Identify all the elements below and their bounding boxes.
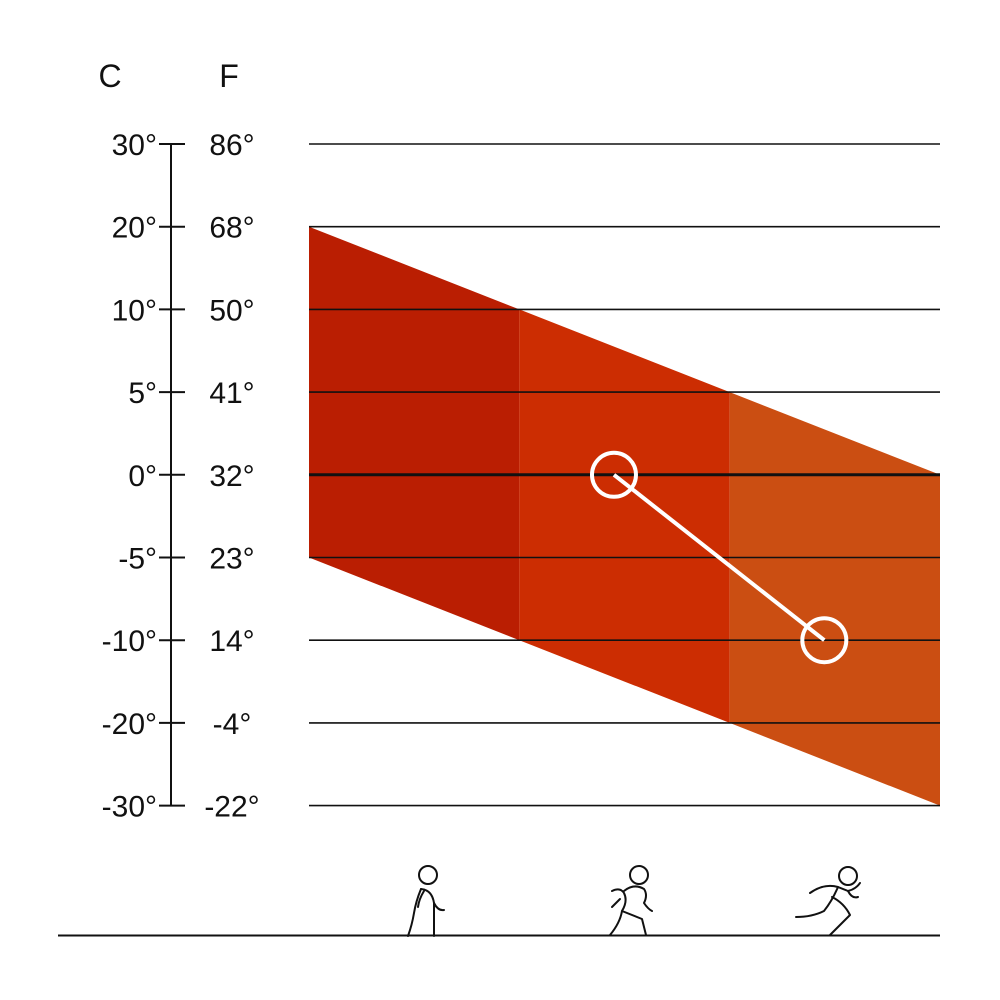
fahrenheit-tick-label: 23° bbox=[209, 543, 254, 576]
fahrenheit-tick-label: 32° bbox=[209, 460, 254, 493]
markers bbox=[589, 450, 849, 665]
walking-person-icon bbox=[407, 865, 445, 937]
y-axis: C F 30° 86° 20° 68° 10° 50° 5° 41° 0° 32° -5° 23° -1… bbox=[98, 58, 259, 824]
celsius-tick-label: -30° bbox=[102, 791, 157, 824]
band-jogging bbox=[519, 309, 730, 723]
fahrenheit-tick-label: -22° bbox=[204, 791, 259, 824]
celsius-tick-label: 5° bbox=[128, 377, 157, 410]
fahrenheit-tick-label: 50° bbox=[209, 294, 254, 327]
band-walking bbox=[309, 226, 520, 641]
marker-point bbox=[800, 616, 849, 665]
celsius-unit-label: C bbox=[98, 58, 121, 94]
celsius-tick-label: 20° bbox=[112, 212, 157, 245]
fahrenheit-tick-label: 14° bbox=[209, 625, 254, 658]
activity-icons bbox=[407, 865, 861, 937]
band-running bbox=[729, 392, 940, 806]
celsius-tick-label: 10° bbox=[112, 294, 157, 327]
celsius-tick-label: -5° bbox=[118, 543, 157, 576]
fahrenheit-tick-label: 68° bbox=[209, 212, 254, 245]
celsius-tick-label: -20° bbox=[102, 708, 157, 741]
celsius-tick-label: -10° bbox=[102, 625, 157, 658]
marker-connector bbox=[612, 473, 826, 642]
marker-point bbox=[589, 450, 638, 499]
gridlines bbox=[309, 143, 940, 807]
running-person-icon bbox=[795, 866, 861, 936]
fahrenheit-tick-label: -4° bbox=[213, 708, 252, 741]
celsius-tick-label: 0° bbox=[128, 460, 157, 493]
fahrenheit-tick-label: 41° bbox=[209, 377, 254, 410]
jogging-person-icon bbox=[609, 865, 653, 936]
temperature-bands bbox=[309, 226, 940, 806]
fahrenheit-tick-label: 86° bbox=[209, 129, 254, 162]
fahrenheit-unit-label: F bbox=[219, 58, 239, 94]
celsius-tick-label: 30° bbox=[112, 129, 157, 162]
